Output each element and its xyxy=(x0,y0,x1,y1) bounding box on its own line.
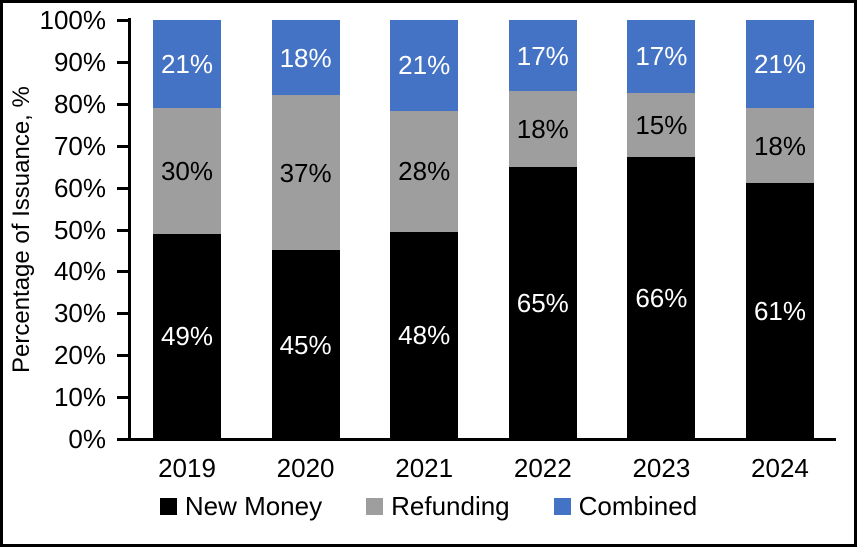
legend-label: New Money xyxy=(184,491,323,521)
y-tick-label: 30% xyxy=(53,298,106,329)
y-axis-line xyxy=(128,18,131,441)
legend-item-refunding: Refunding xyxy=(366,491,510,521)
y-tick-mark xyxy=(117,19,128,22)
y-tick-mark xyxy=(117,312,128,316)
y-tick-label: 100% xyxy=(39,5,107,35)
segment-value-label: 61% xyxy=(753,296,806,327)
x-label-2021: 2021 xyxy=(395,453,454,483)
segment-combined-2021: 21% xyxy=(390,20,459,111)
segment-value-label: 18% xyxy=(279,42,332,73)
segment-refunding-2023: 15% xyxy=(627,92,696,157)
bar-2024: 21% 18% 61% xyxy=(745,20,814,439)
segment-new-money-2022: 65% xyxy=(508,166,577,439)
bar-2019: 21% 30% 49% xyxy=(153,20,221,439)
x-label-2023: 2023 xyxy=(632,453,691,483)
legend-label: Combined xyxy=(578,491,698,521)
segment-value-label: 28% xyxy=(398,156,451,187)
segment-value-label: 21% xyxy=(753,48,806,79)
segment-value-label: 21% xyxy=(398,50,451,81)
segment-value-label: 45% xyxy=(279,329,332,360)
x-label-2019: 2019 xyxy=(158,453,216,483)
segment-value-label: 15% xyxy=(635,109,688,140)
legend-swatch-combined xyxy=(553,497,571,515)
segment-value-label: 21% xyxy=(160,48,214,79)
segment-combined-2020: 18% xyxy=(271,20,340,96)
plot-area: 21% 30% 49% 18% 37% 45% 21% 28% 48% 17% 18% 65% 17% 1… xyxy=(131,20,836,439)
y-tick-label: 40% xyxy=(53,256,106,287)
x-label-2024: 2024 xyxy=(751,453,809,483)
y-tick-label: 20% xyxy=(53,340,106,371)
segment-new-money-2023: 66% xyxy=(627,156,696,439)
segment-value-label: 18% xyxy=(753,130,806,161)
segment-refunding-2019: 30% xyxy=(153,107,221,234)
x-axis-labels: 2019 2020 2021 2022 2023 2024 xyxy=(131,453,836,483)
segment-value-label: 30% xyxy=(160,155,214,186)
y-tick-label: 0% xyxy=(68,424,106,454)
y-tick-label: 70% xyxy=(53,130,106,161)
segment-value-label: 49% xyxy=(160,321,214,352)
legend: New Money Refunding Combined xyxy=(3,491,854,521)
bar-2023: 17% 15% 66% xyxy=(627,20,696,439)
y-tick-label: 60% xyxy=(53,172,106,203)
segment-refunding-2021: 28% xyxy=(390,110,459,232)
y-tick-label: 50% xyxy=(53,214,106,245)
y-tick-label: 10% xyxy=(53,382,106,413)
segment-value-label: 66% xyxy=(635,282,688,313)
segment-combined-2019: 21% xyxy=(153,20,221,108)
y-tick-mark xyxy=(117,270,128,274)
segment-new-money-2020: 45% xyxy=(271,250,340,439)
x-label-2022: 2022 xyxy=(513,453,572,483)
y-tick-mark xyxy=(117,228,128,232)
x-label-2020: 2020 xyxy=(276,453,335,483)
legend-item-combined: Combined xyxy=(553,491,698,521)
segment-new-money-2019: 49% xyxy=(153,233,221,439)
y-tick-mark xyxy=(117,186,128,190)
segment-value-label: 48% xyxy=(398,320,451,351)
bar-2022: 17% 18% 65% xyxy=(508,20,577,439)
segment-value-label: 37% xyxy=(279,157,332,188)
y-tick-label: 90% xyxy=(53,46,106,77)
legend-item-new-money: New Money xyxy=(159,491,323,521)
segment-new-money-2024: 61% xyxy=(745,183,814,439)
segment-refunding-2020: 37% xyxy=(271,95,340,251)
segment-combined-2024: 21% xyxy=(745,20,814,108)
segment-value-label: 18% xyxy=(516,113,569,144)
segment-value-label: 17% xyxy=(635,41,688,72)
segment-value-label: 17% xyxy=(516,40,569,71)
segment-new-money-2021: 48% xyxy=(390,231,459,439)
y-tick-mark xyxy=(117,60,128,64)
segment-refunding-2024: 18% xyxy=(745,107,814,184)
bar-2021: 21% 28% 48% xyxy=(390,20,459,439)
segment-combined-2023: 17% xyxy=(627,20,696,93)
y-tick-mark xyxy=(117,438,128,441)
legend-label: Refunding xyxy=(391,491,510,521)
y-tick-mark xyxy=(117,396,128,400)
y-tick-label: 80% xyxy=(53,88,106,119)
segment-value-label: 65% xyxy=(516,287,569,318)
segment-combined-2022: 17% xyxy=(508,20,577,92)
legend-swatch-new-money xyxy=(159,497,177,515)
bar-2020: 18% 37% 45% xyxy=(271,20,340,439)
y-tick-mark xyxy=(117,102,128,106)
legend-swatch-refunding xyxy=(366,497,384,515)
y-tick-mark xyxy=(117,354,128,358)
segment-refunding-2022: 18% xyxy=(508,91,577,167)
y-tick-mark xyxy=(117,144,128,148)
x-axis-line xyxy=(118,438,836,441)
